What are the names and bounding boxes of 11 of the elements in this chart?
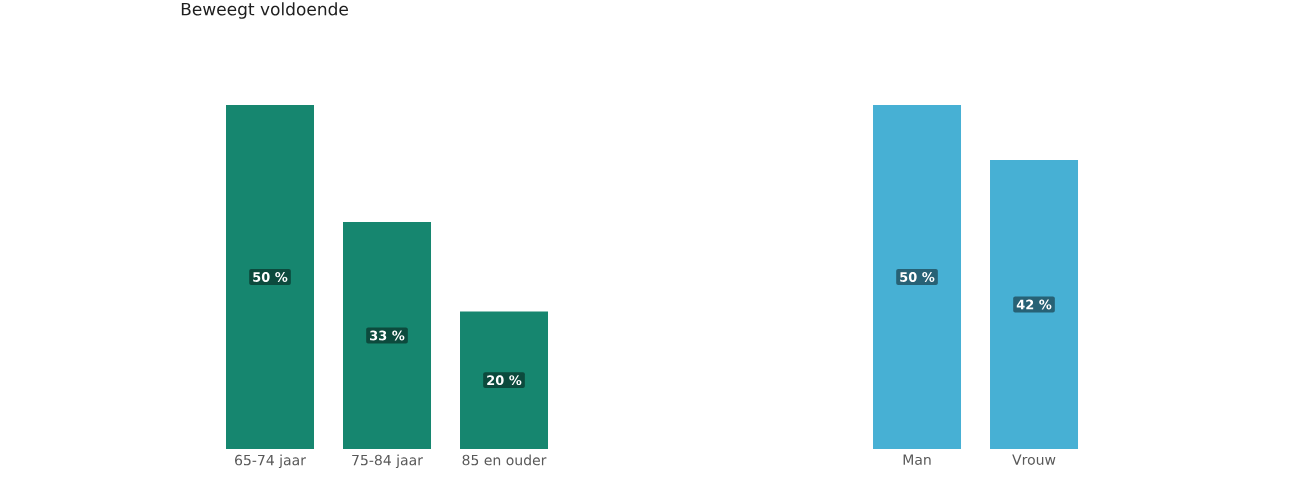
x-tick-label: Vrouw [1012, 454, 1056, 465]
data-label: 42 % [1016, 299, 1052, 310]
data-label: 50 % [900, 272, 935, 282]
x-tick-label: 85 en ouder [462, 454, 547, 466]
data-label: 20 % [487, 375, 522, 386]
x-tick-label: 75-84 jaar [352, 454, 423, 469]
data-label: 50 % [253, 272, 288, 282]
data-label: 33 % [370, 330, 405, 341]
x-tick-label: Man [903, 454, 931, 465]
x-tick-label: 65-74 jaar [235, 454, 306, 469]
chart-title: Beweegt voldoende [181, 2, 348, 19]
